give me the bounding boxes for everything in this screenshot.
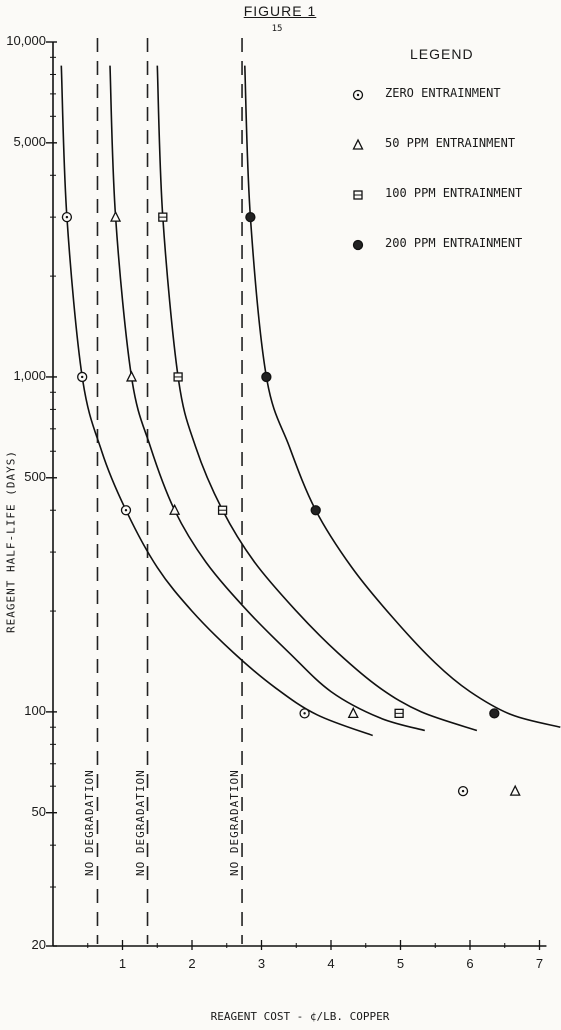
series-line (60, 65, 373, 737)
data-point (245, 211, 256, 223)
x-tick-label: 1 (118, 956, 127, 971)
figure-title: FIGURE 1 (243, 3, 317, 19)
legend-marker (352, 239, 364, 251)
legend-marker-dot (356, 93, 360, 97)
data-point (261, 371, 272, 383)
series-line (109, 65, 426, 732)
data-point (109, 210, 122, 222)
data-point-dot (80, 375, 84, 379)
data-point (347, 706, 359, 718)
x-tick-label: 5 (396, 956, 405, 971)
no-degradation-label: NO DEGRADATION (133, 769, 147, 876)
data-point-dot (65, 215, 69, 219)
legend-entry: 100 PPM ENTRAINMENT (385, 186, 523, 200)
y-tick-label: 100 (24, 702, 46, 718)
stray-marker-dot (461, 789, 465, 793)
x-axis-label: REAGENT COST - ¢/LB. COPPER (210, 1010, 390, 1023)
no-degradation-label: NO DEGRADATION (228, 769, 242, 876)
data-point-dot (303, 712, 306, 715)
legend-entry: 50 PPM ENTRAINMENT (385, 136, 516, 150)
data-point-dot (124, 509, 128, 512)
legend-title: LEGEND (410, 46, 474, 62)
data-point (489, 708, 500, 719)
legend-entry: ZERO ENTRAINMENT (385, 86, 501, 100)
no-degradation-label: NO DEGRADATION (83, 769, 97, 876)
data-point (310, 505, 321, 516)
y-tick-label: 10,000 (6, 33, 46, 48)
y-tick-label: 5,000 (13, 133, 46, 149)
y-tick-label: 20 (31, 937, 46, 952)
x-tick-label: 4 (327, 956, 335, 971)
x-tick-label: 6 (466, 956, 474, 971)
legend-entry: 200 PPM ENTRAINMENT (385, 236, 523, 250)
y-tick-label: 50 (31, 803, 46, 819)
page-number: 15 (271, 24, 283, 34)
data-point (169, 503, 181, 515)
series-line (156, 65, 478, 732)
stray-marker (509, 784, 521, 796)
series-line (244, 65, 561, 728)
legend-marker (352, 138, 364, 150)
data-point (125, 370, 138, 382)
y-tick-label: 500 (24, 468, 46, 484)
y-tick-label: 1,000 (13, 367, 46, 383)
x-tick-label: 3 (257, 956, 266, 971)
x-tick-label: 2 (188, 956, 196, 971)
x-tick-label: 7 (535, 956, 544, 971)
